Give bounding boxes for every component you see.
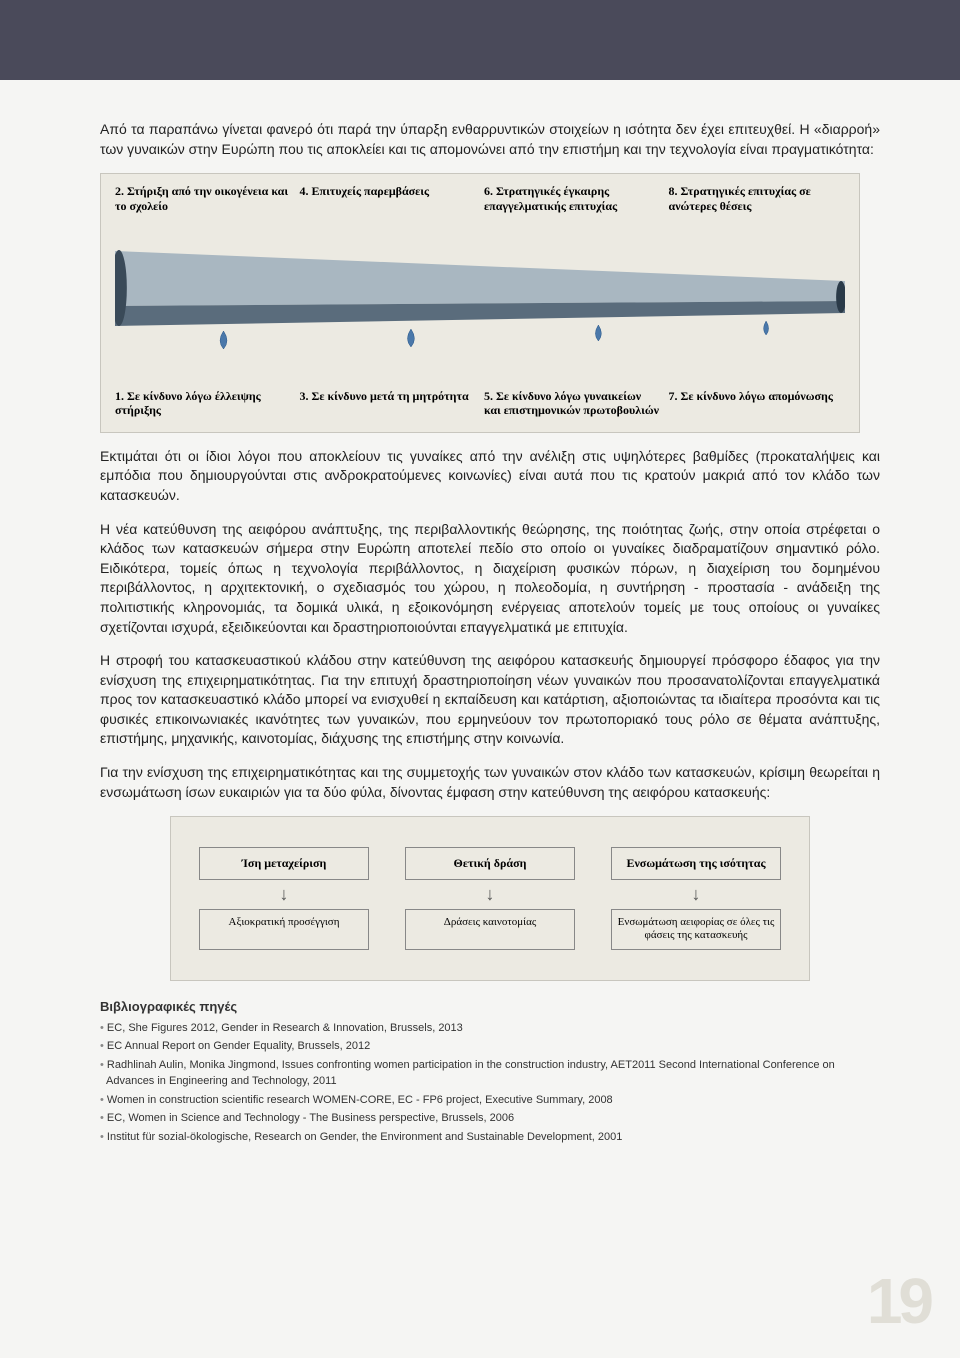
equality-flow-diagram: Ίση μεταχείριση Θετική δράση Ενσωμάτωση …: [170, 816, 810, 980]
bibliography-list: EC, She Figures 2012, Gender in Research…: [100, 1020, 880, 1146]
flow-box-positive-action: Θετική δράση: [405, 847, 575, 880]
body-paragraph-2: Εκτιμάται ότι οι ίδιοι λόγοι που αποκλεί…: [100, 447, 880, 506]
page-number: 19: [867, 1264, 930, 1338]
flow-box-integration: Ενσωμάτωση της ισότητας: [611, 847, 781, 880]
pipe-label-7: 7. Σε κίνδυνο λόγω απομόνωσης: [669, 389, 846, 418]
arrow-down-icon: ↓: [199, 884, 369, 905]
body-paragraph-5: Για την ενίσχυση της επιχειρηματικότητας…: [100, 763, 880, 802]
bibliography-heading: Βιβλιογραφικές πηγές: [100, 999, 880, 1014]
bib-item: EC, Women in Science and Technology - Th…: [100, 1110, 880, 1127]
pipe-label-4: 4. Επιτυχείς παρεμβάσεις: [300, 184, 477, 213]
page-header-bar: [0, 0, 960, 80]
flow-arrows: ↓ ↓ ↓: [191, 880, 789, 909]
pipe-label-5: 5. Σε κίνδυνο λόγω γυναικείων και επιστη…: [484, 389, 661, 418]
flow-top-row: Ίση μεταχείριση Θετική δράση Ενσωμάτωση …: [191, 847, 789, 880]
flow-box-equal-treatment: Ίση μεταχείριση: [199, 847, 369, 880]
page-content: Από τα παραπάνω γίνεται φανερό ότι παρά …: [0, 80, 960, 1167]
pipe-label-3: 3. Σε κίνδυνο μετά τη μητρότητα: [300, 389, 477, 418]
bib-item: Institut für sozial-ökologische, Researc…: [100, 1129, 880, 1146]
arrow-down-icon: ↓: [405, 884, 575, 905]
pipe-top-labels: 2. Στήριξη από την οικογένεια και το σχο…: [115, 184, 845, 213]
body-paragraph-4: Η στροφή του κατασκευαστικού κλάδου στην…: [100, 651, 880, 749]
flow-box-innovation: Δράσεις καινοτομίας: [405, 909, 575, 949]
pipe-label-6: 6. Στρατηγικές έγκαιρης επαγγελματικής ε…: [484, 184, 661, 213]
bib-item: Women in construction scientific researc…: [100, 1092, 880, 1109]
pipe-label-8: 8. Στρατηγικές επιτυχίας σε ανώτερες θέσ…: [669, 184, 846, 213]
leaky-pipe-diagram: 2. Στήριξη από την οικογένεια και το σχο…: [100, 173, 860, 433]
flow-bottom-row: Αξιοκρατική προσέγγιση Δράσεις καινοτομί…: [191, 909, 789, 949]
pipe-label-2: 2. Στήριξη από την οικογένεια και το σχο…: [115, 184, 292, 213]
flow-box-sustainability: Ενσωμάτωση αειφορίας σε όλες τις φάσεις …: [611, 909, 781, 949]
arrow-down-icon: ↓: [611, 884, 781, 905]
flow-box-merit: Αξιοκρατική προσέγγιση: [199, 909, 369, 949]
body-paragraph-3: Η νέα κατεύθυνση της αειφόρου ανάπτυξης,…: [100, 520, 880, 638]
bib-item: EC Annual Report on Gender Equality, Bru…: [100, 1038, 880, 1055]
bib-item: Radhlinah Aulin, Monika Jingmond, Issues…: [100, 1057, 880, 1090]
intro-paragraph-1: Από τα παραπάνω γίνεται φανερό ότι παρά …: [100, 120, 880, 159]
pipe-bottom-labels: 1. Σε κίνδυνο λόγω έλλειψης στήριξης 3. …: [115, 389, 845, 418]
pipe-label-1: 1. Σε κίνδυνο λόγω έλλειψης στήριξης: [115, 389, 292, 418]
bib-item: EC, She Figures 2012, Gender in Research…: [100, 1020, 880, 1037]
pipe-graphic: [115, 221, 845, 381]
